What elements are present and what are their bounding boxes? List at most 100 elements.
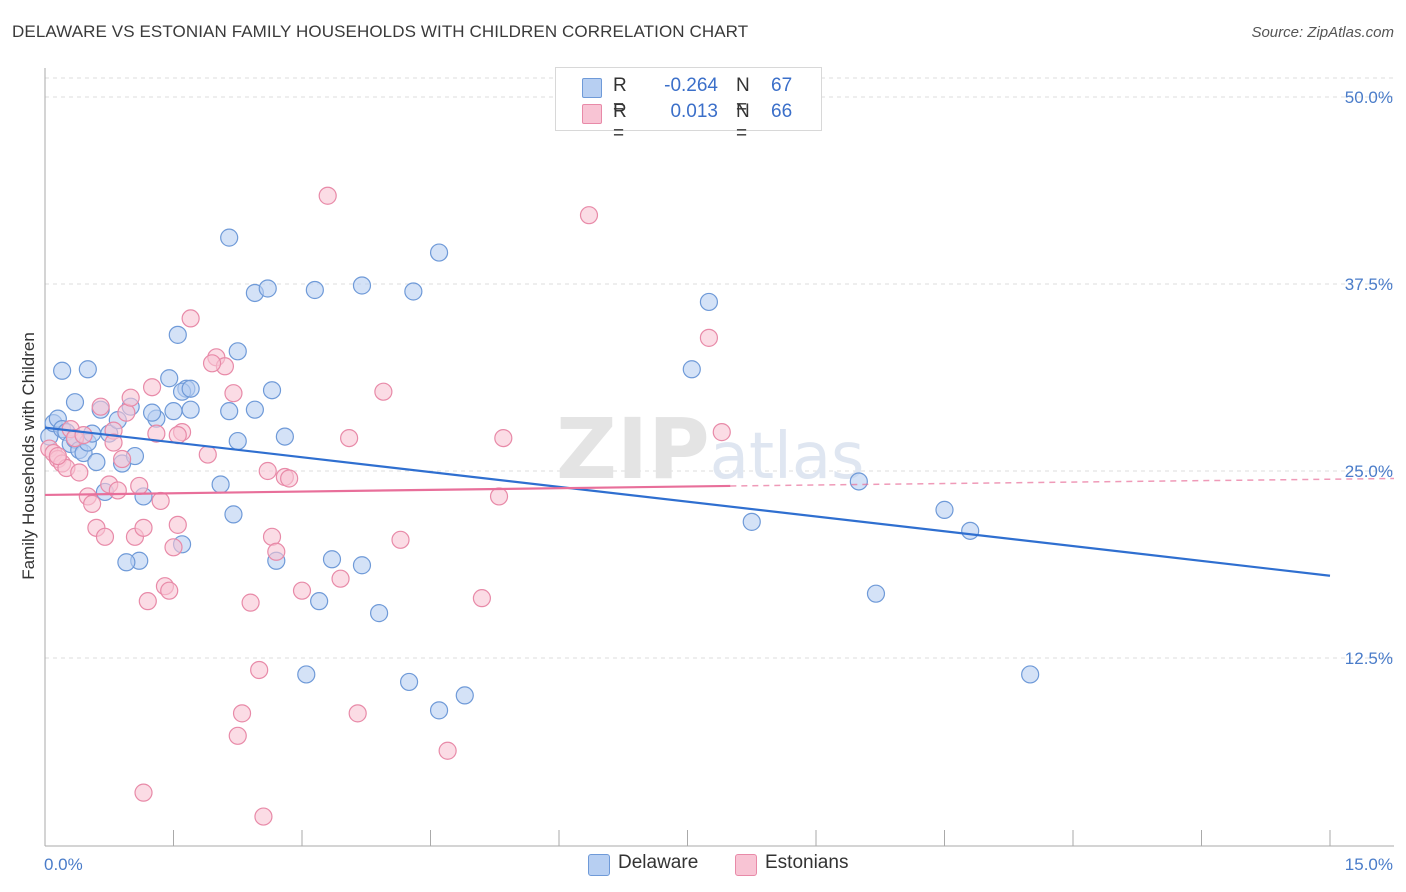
estonian-point	[699, 328, 719, 347]
estonian-point	[181, 309, 200, 328]
estonian-point	[83, 494, 102, 514]
estonian-point	[348, 704, 367, 723]
watermark: ZIPatlas	[556, 400, 864, 498]
y-tick-label: 37.5%	[1345, 275, 1393, 294]
estonian-point	[198, 445, 217, 464]
delaware-point	[160, 369, 179, 388]
estonian-point	[160, 581, 179, 600]
delaware-point	[352, 276, 372, 295]
estonian-point	[340, 428, 359, 448]
delaware-point	[370, 604, 389, 623]
x-tick-label: 0.0%	[44, 855, 83, 874]
delaware-point	[275, 427, 294, 446]
n-label: N =	[736, 101, 750, 144]
delaware-point	[352, 556, 372, 575]
estonian-point	[74, 425, 93, 445]
estonian-point	[134, 783, 153, 802]
estonian-point	[331, 569, 350, 588]
estonian-point	[258, 461, 277, 481]
watermark-zip: ZIP	[556, 400, 710, 498]
estonian-trend-extension	[730, 477, 1395, 487]
estonian-point	[318, 186, 337, 205]
estonian-swatch	[735, 854, 757, 876]
estonian-point	[232, 704, 252, 723]
estonian-trend-line	[44, 484, 731, 497]
delaware-point	[399, 672, 419, 692]
legend-label: Delaware	[618, 852, 699, 873]
r-label: R =	[613, 101, 627, 144]
grid-lines	[45, 77, 1394, 659]
estonian-point	[374, 382, 393, 401]
y-tick-label: 50.0%	[1345, 88, 1393, 107]
delaware-point	[297, 665, 316, 684]
estonian-point	[112, 449, 132, 469]
delaware-point	[220, 228, 239, 247]
delaware-point	[224, 505, 243, 524]
delaware-point	[310, 592, 329, 611]
delaware-point	[78, 360, 97, 379]
estonian-point	[134, 518, 153, 537]
estonian-point	[489, 487, 509, 506]
estonian-point	[254, 807, 273, 826]
r-value: 0.013	[670, 101, 718, 122]
y-axis-label: Family Households with Children	[19, 332, 38, 580]
delaware-point	[211, 475, 230, 494]
delaware-point	[429, 243, 449, 262]
delaware-point	[168, 325, 187, 344]
estonian-point	[579, 206, 599, 225]
delaware-point	[305, 280, 324, 300]
delaware-point	[245, 400, 264, 419]
estonian-point	[292, 581, 312, 600]
estonian-point	[108, 481, 127, 500]
estonian-point	[168, 425, 187, 445]
r-label: R =	[613, 75, 627, 118]
estonian-point	[130, 476, 149, 496]
delaware-point	[181, 400, 200, 419]
delaware-point	[682, 360, 701, 379]
axes	[44, 68, 1394, 847]
estonian-point	[70, 463, 89, 482]
estonian-point	[151, 491, 170, 511]
delaware-point	[866, 584, 886, 603]
r-value: -0.264	[664, 75, 718, 96]
delaware-point	[181, 379, 200, 398]
delaware-point	[455, 686, 474, 705]
delaware-point	[65, 393, 85, 412]
delaware-swatch	[588, 854, 610, 876]
delaware-point	[164, 402, 183, 421]
estonian-point	[104, 433, 123, 452]
estonian-point	[262, 527, 282, 546]
estonian-point	[147, 424, 166, 443]
estonian-point	[472, 589, 491, 608]
estonian-point	[250, 660, 269, 680]
tick-labels: 12.5% 25.0% 37.5% 50.0% 0.0% 15.0%	[44, 88, 1393, 874]
estonian-point	[95, 527, 115, 546]
estonian-point	[202, 354, 222, 373]
correlation-legend: R = -0.264 N = 67 R = 0.013 N = 66	[555, 67, 822, 144]
delaware-point	[322, 550, 342, 569]
estonian-point	[117, 403, 136, 422]
estonian-point	[391, 530, 410, 549]
estonian-point	[280, 469, 299, 488]
delaware-point	[935, 500, 954, 519]
estonian-point	[142, 378, 162, 397]
delaware-point	[87, 452, 106, 472]
delaware-point	[1021, 665, 1040, 684]
estonian-point	[164, 538, 183, 557]
x-tick-label: 15.0%	[1345, 855, 1393, 874]
legend-label: Estonians	[765, 852, 849, 873]
y-tick-label: 12.5%	[1345, 649, 1393, 668]
estonian-point	[91, 397, 110, 416]
delaware-swatch	[582, 78, 602, 98]
delaware-point	[262, 381, 282, 400]
delaware-point	[117, 553, 136, 572]
delaware-point	[142, 403, 162, 422]
delaware-point	[220, 402, 239, 421]
delaware-point	[699, 292, 719, 312]
estonian-point	[121, 388, 140, 407]
watermark-atlas: atlas	[710, 420, 865, 494]
estonian-point	[224, 384, 243, 403]
estonian-point	[267, 542, 286, 561]
delaware-point	[961, 521, 980, 540]
